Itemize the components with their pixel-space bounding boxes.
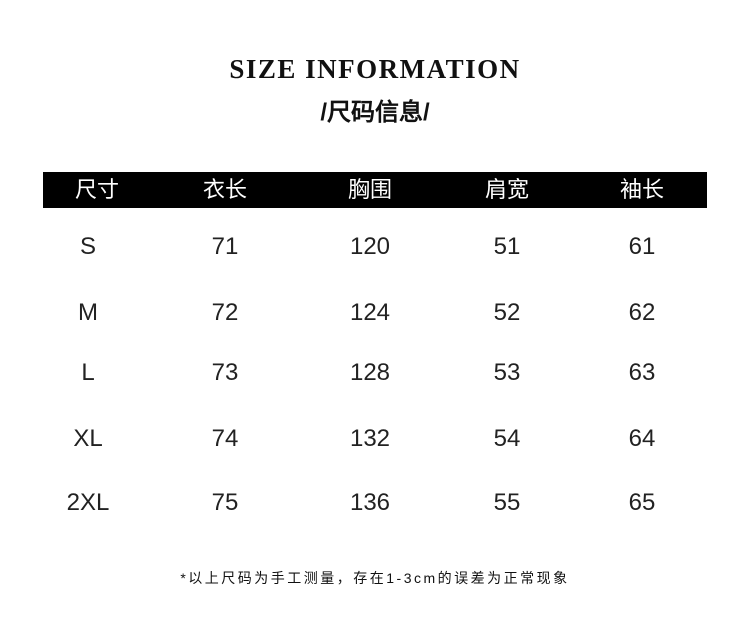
cell-chest: 124 bbox=[349, 299, 391, 326]
cell-shoulder: 52 bbox=[493, 299, 521, 326]
cell-sleeve: 65 bbox=[628, 489, 656, 516]
cell-chest: 132 bbox=[349, 425, 391, 452]
cell-size: L bbox=[81, 359, 95, 386]
table-row: S 71 120 51 61 bbox=[0, 232, 750, 262]
header-size: 尺寸 bbox=[74, 177, 120, 202]
cell-sleeve: 64 bbox=[628, 425, 656, 452]
page-subtitle: /尺码信息/ bbox=[320, 99, 430, 126]
cell-length: 72 bbox=[211, 299, 239, 326]
cell-size: M bbox=[78, 299, 98, 326]
header-chest: 胸围 bbox=[347, 177, 393, 202]
cell-chest: 136 bbox=[349, 489, 391, 516]
header-length: 衣长 bbox=[202, 177, 248, 202]
cell-size: S bbox=[79, 233, 97, 260]
cell-length: 74 bbox=[211, 425, 239, 452]
cell-size: XL bbox=[73, 425, 103, 452]
cell-length: 73 bbox=[211, 359, 239, 386]
cell-shoulder: 51 bbox=[493, 233, 521, 260]
page-title: SIZE INFORMATION bbox=[229, 54, 521, 84]
cell-chest: 128 bbox=[349, 359, 391, 386]
table-row: 2XL 75 136 55 65 bbox=[0, 488, 750, 518]
header-shoulder: 肩宽 bbox=[484, 177, 530, 202]
cell-length: 75 bbox=[211, 489, 239, 516]
cell-sleeve: 63 bbox=[628, 359, 656, 386]
cell-chest: 120 bbox=[349, 233, 391, 260]
cell-shoulder: 55 bbox=[493, 489, 521, 516]
table-row: XL 74 132 54 64 bbox=[0, 424, 750, 454]
table-row: L 73 128 53 63 bbox=[0, 358, 750, 388]
cell-size: 2XL bbox=[66, 489, 110, 516]
table-row: M 72 124 52 62 bbox=[0, 298, 750, 328]
measurement-note: *以上尺码为手工测量，存在1-3cm的误差为正常现象 bbox=[180, 570, 570, 586]
header-sleeve: 袖长 bbox=[619, 177, 665, 202]
cell-shoulder: 54 bbox=[493, 425, 521, 452]
cell-sleeve: 61 bbox=[628, 233, 656, 260]
cell-shoulder: 53 bbox=[493, 359, 521, 386]
table-header: 尺寸 衣长 胸围 肩宽 袖长 bbox=[43, 172, 707, 208]
cell-length: 71 bbox=[211, 233, 239, 260]
cell-sleeve: 62 bbox=[628, 299, 656, 326]
